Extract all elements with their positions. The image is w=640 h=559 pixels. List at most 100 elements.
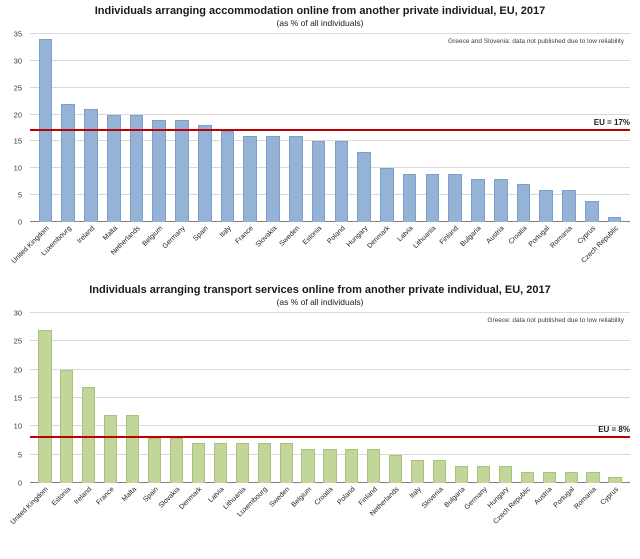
x-tick-label: Ireland — [75, 225, 96, 246]
bar-slot — [603, 34, 626, 222]
bar-hungary — [498, 466, 512, 483]
x-label-slot: Latvia — [207, 483, 231, 546]
gridline — [30, 167, 630, 169]
gridline — [30, 113, 630, 115]
bar-hungary — [357, 152, 371, 222]
x-label-slot: Bulgaria — [443, 483, 473, 546]
x-label-slot: Croatia — [314, 483, 341, 546]
bar-slot — [538, 313, 560, 483]
eu-average-label: EU = 8% — [598, 424, 630, 434]
bar-czech-republic — [607, 216, 622, 222]
x-label-slot: Cyprus — [599, 483, 626, 546]
chart-subtitle: (as % of all individuals) — [276, 18, 364, 28]
y-tick-label: 20 — [13, 365, 22, 375]
bar-lithuania — [235, 443, 249, 483]
x-tick-label: Latvia — [207, 486, 226, 505]
x-label-slot: Czech Republic — [580, 222, 626, 279]
x-label-slot: Belgium — [141, 222, 171, 279]
accommodation-chart: Individuals arranging accommodation onli… — [0, 0, 640, 279]
gridline — [30, 368, 630, 370]
bar-portugal — [564, 471, 578, 483]
bar-slot — [34, 313, 56, 483]
x-label-slot: France — [95, 483, 122, 546]
bar-romania — [586, 471, 600, 483]
x-label-slot: Sweden — [278, 222, 307, 279]
bar-slot — [375, 34, 398, 222]
x-label-slot: Germany — [463, 483, 494, 546]
bar-united-kingdom — [38, 330, 52, 483]
bar-slot — [284, 34, 307, 222]
bar-germany — [175, 119, 189, 222]
bar-estonia — [60, 369, 74, 483]
x-tick-label: Malta — [101, 225, 119, 243]
bar-slot — [444, 34, 467, 222]
bar-slot — [560, 313, 582, 483]
y-tick-label: 0 — [17, 478, 22, 488]
bar-slot — [262, 34, 285, 222]
bar-bulgaria — [454, 466, 469, 483]
gridline — [30, 194, 630, 196]
bar-portugal — [539, 189, 554, 222]
bar-czech-republic — [520, 471, 534, 483]
x-label-slot: Estonia — [50, 483, 78, 546]
bar-slot — [319, 313, 341, 483]
gridline — [30, 86, 630, 88]
x-tick-label: United Kingdom — [9, 486, 50, 527]
bar-finland — [448, 173, 462, 222]
x-label-slot: Spain — [141, 483, 166, 546]
y-tick-label: 5 — [17, 450, 22, 460]
bar-croatia — [516, 184, 531, 222]
y-tick-label: 35 — [13, 29, 22, 39]
bar-cyprus — [584, 200, 599, 222]
x-label-slot: Sweden — [268, 483, 297, 546]
bar-italy — [411, 460, 425, 483]
bar-slot — [512, 34, 535, 222]
bar-slot — [307, 34, 330, 222]
transport-chart: Individuals arranging transport services… — [0, 279, 640, 546]
bar-slot — [253, 313, 275, 483]
x-label-slot: Lithuania — [412, 222, 444, 279]
x-tick-label: Spain — [141, 486, 160, 504]
bar-slot — [516, 313, 538, 483]
bar-ireland — [82, 386, 96, 483]
y-tick-label: 0 — [17, 217, 22, 227]
bar-slot — [494, 313, 516, 483]
plot-area: 0 5 10 15 20 25 30 35 Greece and Slovenia: data… — [14, 30, 630, 227]
x-tick-label: Spain — [192, 225, 210, 243]
x-label-slot: Latvia — [396, 222, 421, 279]
bar-slot — [148, 34, 171, 222]
bar-slot — [193, 34, 216, 222]
x-label-slot: Austria — [485, 222, 512, 279]
y-tick-label: 10 — [13, 163, 22, 173]
x-label-slot: Bulgaria — [460, 222, 490, 279]
bar-slot — [341, 313, 363, 483]
x-tick-label: Italy — [408, 486, 423, 501]
bar-latvia — [402, 173, 417, 222]
bar-slot — [100, 313, 122, 483]
x-label-slot: Czech Republic — [493, 483, 538, 546]
x-label-slot: Ireland — [76, 222, 103, 279]
x-label-slot: Croatia — [508, 222, 535, 279]
x-label-slot: Netherlands — [369, 483, 407, 546]
bar-slot — [34, 34, 57, 222]
chart-title: Individuals arranging accommodation onli… — [94, 5, 546, 17]
x-tick-label: Poland — [325, 225, 347, 246]
bar-slot — [330, 34, 353, 222]
y-tick-label: 15 — [13, 136, 22, 146]
x-tick-label: Latvia — [396, 225, 415, 244]
bar-slot — [209, 313, 231, 483]
bar-spain — [148, 437, 162, 483]
y-tick-label: 5 — [17, 190, 22, 200]
x-label-slot: Romania — [573, 483, 604, 546]
bar-slot — [604, 313, 626, 483]
bar-germany — [476, 466, 490, 483]
bar-sweden — [279, 443, 293, 483]
bar-slot — [80, 34, 103, 222]
bar-croatia — [323, 449, 337, 483]
bar-spain — [197, 125, 212, 222]
bar-belgium — [301, 449, 315, 483]
x-label-slot: Denmark — [367, 222, 398, 279]
y-tick-label: 30 — [13, 56, 22, 66]
bar-slot — [489, 34, 512, 222]
bar-finland — [367, 449, 381, 483]
